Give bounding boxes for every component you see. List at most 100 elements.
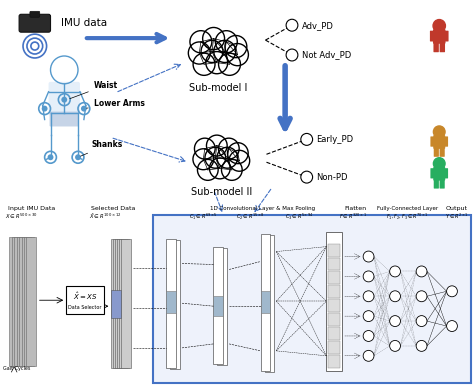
Circle shape	[301, 171, 313, 183]
FancyBboxPatch shape	[433, 42, 439, 52]
Bar	[213, 296, 223, 316]
Circle shape	[390, 266, 401, 277]
Text: Fully-Connected Layer: Fully-Connected Layer	[377, 206, 438, 211]
Text: Sub-model I: Sub-model I	[189, 83, 247, 93]
Bar	[121, 239, 131, 368]
Circle shape	[363, 271, 374, 282]
FancyBboxPatch shape	[444, 31, 448, 41]
FancyBboxPatch shape	[444, 136, 448, 147]
Circle shape	[433, 20, 446, 32]
Text: $X \in R^{500\times30}$: $X \in R^{500\times30}$	[5, 212, 37, 221]
Bar	[327, 232, 342, 371]
Text: $\hat{X} = XS$: $\hat{X} = XS$	[73, 290, 97, 302]
Bar	[328, 355, 340, 368]
FancyBboxPatch shape	[439, 147, 445, 157]
Bar	[328, 299, 340, 312]
Bar	[117, 239, 127, 368]
Text: 1D Convolutional Layer & Max Pooling: 1D Convolutional Layer & Max Pooling	[210, 206, 315, 211]
Text: Output: Output	[446, 206, 468, 211]
Text: $F \in R^{320\times1}$: $F \in R^{320\times1}$	[339, 212, 367, 221]
FancyBboxPatch shape	[30, 11, 40, 17]
Circle shape	[47, 154, 54, 160]
Circle shape	[390, 316, 401, 327]
Bar	[12, 237, 21, 366]
Circle shape	[363, 330, 374, 341]
Text: IMU data: IMU data	[61, 18, 108, 28]
Circle shape	[363, 350, 374, 361]
FancyBboxPatch shape	[434, 179, 439, 188]
Bar	[17, 237, 27, 366]
Text: Non-PD: Non-PD	[317, 173, 348, 182]
Bar	[213, 247, 223, 364]
Bar	[170, 240, 180, 369]
FancyBboxPatch shape	[433, 135, 445, 149]
Text: $F_1,F_2,F_3 \in R^{70\times1}$: $F_1,F_2,F_3 \in R^{70\times1}$	[386, 212, 429, 222]
Circle shape	[42, 106, 47, 111]
Bar	[261, 234, 270, 371]
Circle shape	[301, 134, 313, 146]
Text: Gait Cycles: Gait Cycles	[3, 366, 31, 371]
FancyBboxPatch shape	[444, 168, 448, 178]
FancyBboxPatch shape	[434, 147, 439, 157]
FancyBboxPatch shape	[430, 136, 435, 147]
Bar	[119, 239, 129, 368]
Circle shape	[286, 49, 298, 61]
Circle shape	[390, 341, 401, 351]
Bar	[14, 237, 24, 366]
Text: Shanks: Shanks	[81, 140, 123, 156]
Bar	[166, 291, 176, 313]
Text: Sub-model II: Sub-model II	[191, 187, 252, 197]
Text: Selected Data: Selected Data	[91, 206, 136, 211]
Text: Lower Arms: Lower Arms	[87, 99, 145, 108]
Bar	[328, 285, 340, 298]
Circle shape	[416, 291, 427, 302]
Bar	[111, 290, 121, 318]
Circle shape	[416, 316, 427, 327]
Bar	[218, 248, 227, 365]
FancyBboxPatch shape	[439, 179, 445, 188]
Bar	[261, 291, 270, 313]
Circle shape	[433, 126, 445, 138]
Circle shape	[286, 19, 298, 31]
Circle shape	[447, 320, 457, 332]
FancyBboxPatch shape	[430, 31, 435, 41]
Circle shape	[447, 286, 457, 297]
Bar	[111, 239, 121, 368]
Text: $Y \in R^{2\times1}$: $Y \in R^{2\times1}$	[445, 212, 469, 221]
Bar	[19, 237, 29, 366]
Circle shape	[390, 291, 401, 302]
Bar	[328, 244, 340, 257]
FancyBboxPatch shape	[19, 14, 51, 32]
Text: Flatten: Flatten	[345, 206, 367, 211]
Bar	[27, 237, 36, 366]
Circle shape	[416, 341, 427, 351]
Circle shape	[75, 154, 81, 160]
Circle shape	[61, 97, 67, 103]
Bar	[9, 237, 19, 366]
Circle shape	[416, 266, 427, 277]
Circle shape	[81, 106, 87, 111]
Text: Input IMU Data: Input IMU Data	[8, 206, 55, 211]
FancyBboxPatch shape	[430, 168, 435, 178]
Text: Early_PD: Early_PD	[317, 135, 354, 144]
Text: Data Selector: Data Selector	[68, 305, 101, 310]
Bar	[328, 257, 340, 271]
Text: $C_1 \in R^{69\times5}$: $C_1 \in R^{69\times5}$	[189, 212, 218, 222]
Circle shape	[433, 158, 445, 170]
Bar	[328, 271, 340, 284]
Text: $C_2 \in R^{15\times8}$: $C_2 \in R^{15\times8}$	[237, 212, 265, 222]
Circle shape	[363, 311, 374, 322]
Text: $\hat{X} \in R^{100\times12}$: $\hat{X} \in R^{100\times12}$	[89, 211, 122, 221]
Bar	[328, 341, 340, 354]
Bar	[153, 215, 471, 383]
Bar	[24, 237, 34, 366]
Bar	[166, 239, 176, 368]
FancyBboxPatch shape	[50, 111, 79, 127]
Circle shape	[363, 291, 374, 302]
Bar	[66, 286, 103, 314]
FancyBboxPatch shape	[433, 29, 446, 44]
Bar	[264, 235, 274, 372]
Bar	[21, 237, 31, 366]
Circle shape	[363, 251, 374, 262]
Text: Waist: Waist	[70, 81, 118, 99]
